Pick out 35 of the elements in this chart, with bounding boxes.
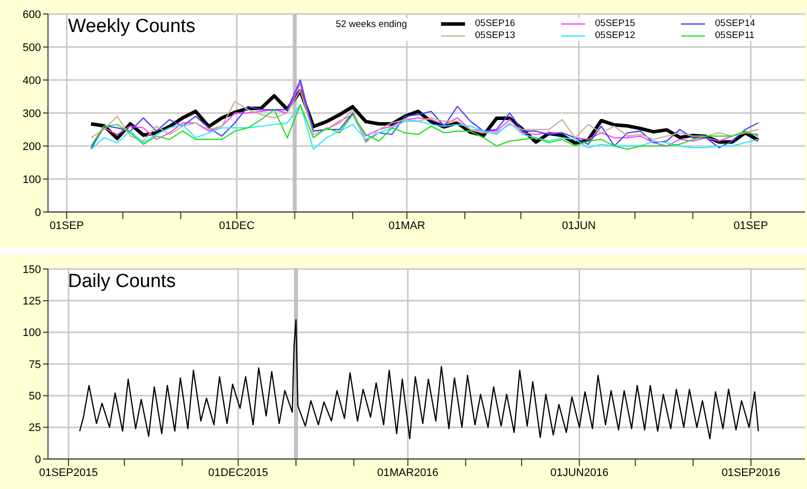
chart-title: Weekly Counts xyxy=(68,16,196,38)
legend-label: 05SEP11 xyxy=(715,30,754,41)
legend-label: 05SEP12 xyxy=(595,30,636,41)
y-tick-label: 100 xyxy=(22,327,41,340)
y-tick-label: 50 xyxy=(28,390,41,403)
x-tick-label: 01DEC xyxy=(219,220,255,232)
y-tick-label: 100 xyxy=(22,174,41,186)
y-tick-label: 300 xyxy=(22,108,41,120)
chart-title: Daily Counts xyxy=(68,271,176,293)
x-tick-label: 01MAR xyxy=(388,220,426,232)
y-tick-label: 0 xyxy=(34,206,41,219)
x-tick-label: 01MAR2016 xyxy=(377,466,438,479)
x-tick-label: 01JUN xyxy=(562,220,596,232)
x-tick-label: 01SEP xyxy=(50,220,84,232)
legend-label: 05SEP16 xyxy=(475,18,516,29)
y-tick-label: 150 xyxy=(22,264,41,276)
legend-title: 52 weeks ending xyxy=(336,19,407,30)
legend-label: 05SEP14 xyxy=(715,18,756,29)
line-series xyxy=(90,104,759,150)
y-tick-label: 75 xyxy=(28,358,41,371)
x-tick-label: 01JUN2016 xyxy=(550,466,608,479)
y-tick-label: 200 xyxy=(22,140,41,153)
y-tick-label: 0 xyxy=(34,454,41,466)
y-tick-label: 125 xyxy=(22,296,41,308)
x-tick-label: 01SEP2016 xyxy=(722,466,780,479)
y-tick-label: 400 xyxy=(22,74,41,87)
legend-label: 05SEP13 xyxy=(475,30,516,41)
y-tick-label: 25 xyxy=(28,422,41,434)
x-tick-label: 01DEC2015 xyxy=(208,466,268,479)
y-tick-label: 600 xyxy=(22,8,41,21)
line-series xyxy=(79,319,759,440)
y-tick-label: 500 xyxy=(22,42,41,54)
x-tick-label: 01SEP2015 xyxy=(39,466,98,479)
x-tick-label: 01SEP xyxy=(734,220,768,232)
legend-label: 05SEP15 xyxy=(595,18,636,29)
